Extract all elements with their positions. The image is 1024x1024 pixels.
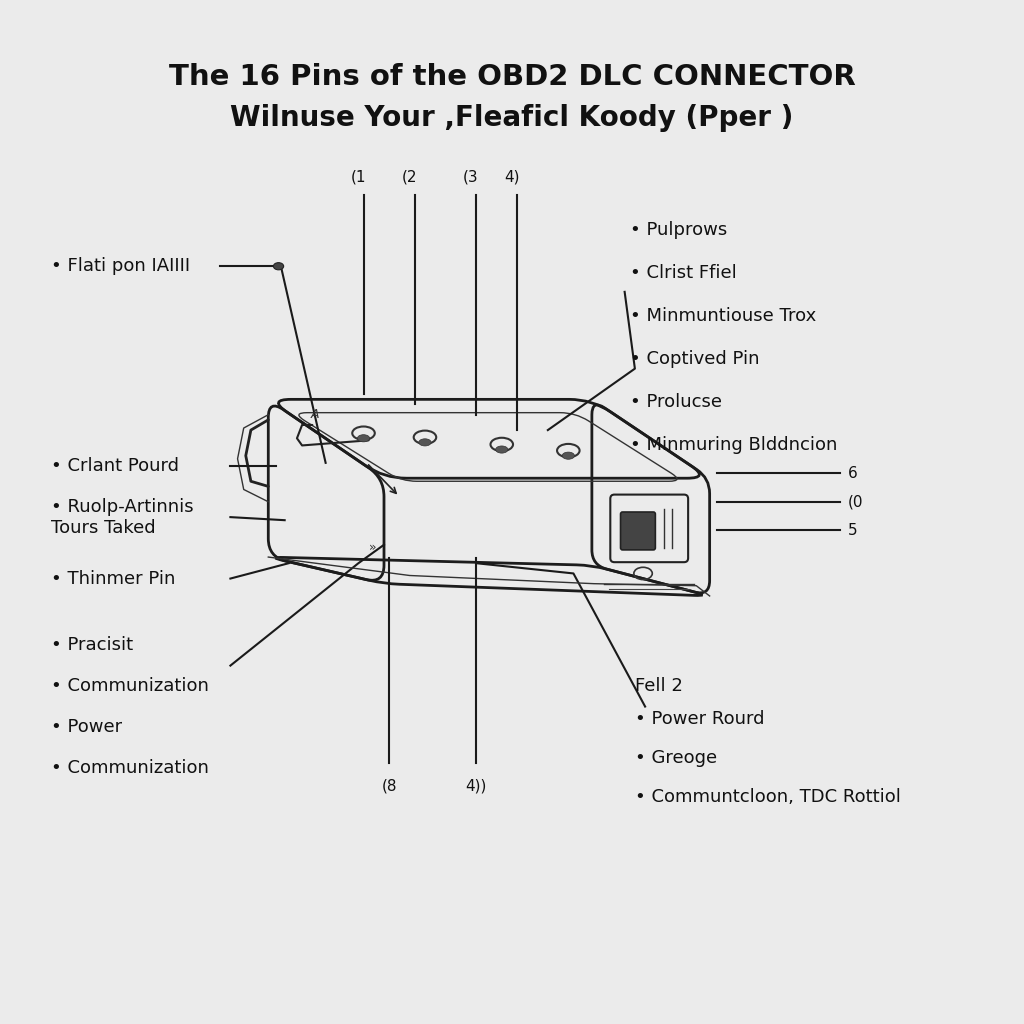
Text: (8: (8 [381, 778, 397, 794]
Text: • Greoge: • Greoge [635, 749, 717, 767]
Text: • Communtcloon, TDC Rottiol: • Communtcloon, TDC Rottiol [635, 787, 901, 806]
Text: • Clrist Ffiel: • Clrist Ffiel [630, 264, 736, 283]
Ellipse shape [496, 446, 508, 453]
Text: (2: (2 [401, 169, 418, 184]
Text: 4)): 4)) [466, 778, 486, 794]
Text: 5: 5 [848, 523, 857, 538]
Text: • Coptived Pin: • Coptived Pin [630, 350, 759, 369]
Text: • Prolucse: • Prolucse [630, 393, 722, 412]
Text: Fell 2: Fell 2 [635, 677, 683, 695]
Text: • Communization: • Communization [51, 759, 209, 777]
Text: 4): 4) [504, 169, 520, 184]
Text: • Minmuntiouse Trox: • Minmuntiouse Trox [630, 307, 816, 326]
Text: • Pulprows: • Pulprows [630, 221, 727, 240]
Text: The 16 Pins of the OBD2 DLC CONNECTOR: The 16 Pins of the OBD2 DLC CONNECTOR [169, 62, 855, 91]
Ellipse shape [357, 435, 370, 442]
Text: (1: (1 [350, 169, 367, 184]
Text: • Pracisit: • Pracisit [51, 636, 133, 654]
Text: A: A [311, 409, 319, 421]
FancyBboxPatch shape [621, 512, 655, 550]
Text: • Ruolp-Artinnis
Tours Taked: • Ruolp-Artinnis Tours Taked [51, 498, 194, 537]
Text: (3: (3 [463, 169, 479, 184]
Text: (0: (0 [848, 495, 863, 509]
Text: • Thinmer Pin: • Thinmer Pin [51, 569, 175, 588]
Text: • Communization: • Communization [51, 677, 209, 695]
Text: • Power Rourd: • Power Rourd [635, 710, 764, 728]
Text: 6: 6 [848, 466, 858, 480]
Text: • Power: • Power [51, 718, 122, 736]
Text: • Crlant Pourd: • Crlant Pourd [51, 457, 179, 475]
Text: • Flati pon IAIIII: • Flati pon IAIIII [51, 257, 190, 275]
Ellipse shape [419, 439, 431, 446]
Ellipse shape [273, 263, 284, 269]
Text: »: » [369, 541, 376, 554]
Text: • Minmuring Blddncion: • Minmuring Blddncion [630, 436, 838, 455]
Ellipse shape [562, 453, 574, 459]
Text: Wilnuse Your ,Fleaficl Koody (Pper ): Wilnuse Your ,Fleaficl Koody (Pper ) [230, 103, 794, 132]
